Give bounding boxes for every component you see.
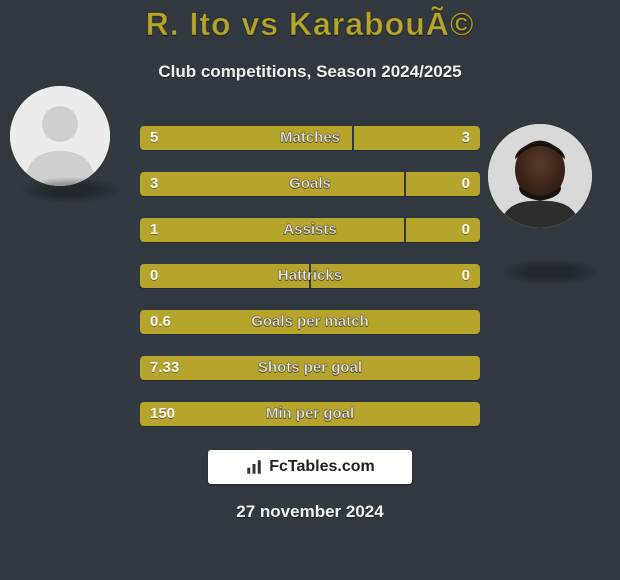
stat-label: Min per goal [140, 402, 480, 426]
stat-row: 10Assists [140, 218, 480, 242]
player-right-avatar [488, 124, 592, 228]
player-left-avatar [10, 86, 110, 186]
stat-label: Matches [140, 126, 480, 150]
stat-label: Goals [140, 172, 480, 196]
player-photo-icon [488, 124, 592, 228]
stat-label: Goals per match [140, 310, 480, 334]
player-right-shadow [500, 259, 600, 285]
silhouette-icon [10, 86, 110, 186]
stat-row: 00Hattricks [140, 264, 480, 288]
stat-label: Assists [140, 218, 480, 242]
site-logo: FcTables.com [208, 450, 412, 484]
stat-row: 0.6Goals per match [140, 310, 480, 334]
stat-label: Shots per goal [140, 356, 480, 380]
stat-row: 150Min per goal [140, 402, 480, 426]
logo-text: FcTables.com [269, 458, 375, 476]
stat-label: Hattricks [140, 264, 480, 288]
stat-bars: 53Matches 30Goals 10Assists 00Hattricks 0.6G… [140, 126, 480, 448]
player-left-shadow [20, 177, 120, 203]
footer-date: 27 november 2024 [0, 502, 620, 522]
bar-chart-icon [245, 458, 263, 476]
stat-row: 30Goals [140, 172, 480, 196]
stat-row: 7.33Shots per goal [140, 356, 480, 380]
stat-row: 53Matches [140, 126, 480, 150]
page-title: R. Ito vs KarabouÃ© [0, 6, 620, 43]
subtitle: Club competitions, Season 2024/2025 [0, 62, 620, 82]
